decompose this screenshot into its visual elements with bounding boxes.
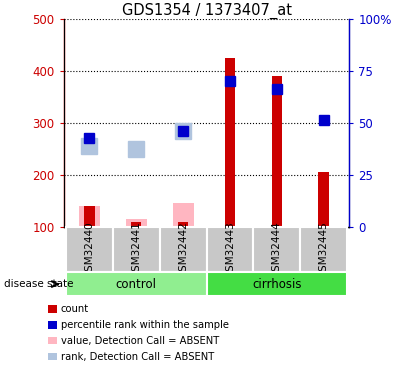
Text: count: count [61,304,89,314]
Bar [48,337,57,344]
Text: GSM32444: GSM32444 [272,221,282,278]
Bar [48,352,57,360]
Bar [48,305,57,313]
Bar [66,227,113,272]
Text: GSM32443: GSM32443 [225,221,235,278]
Bar [253,227,300,272]
Text: control: control [116,278,157,291]
Bar [160,227,206,272]
Title: GDS1354 / 1373407_at: GDS1354 / 1373407_at [122,3,291,19]
Bar [126,219,147,227]
Bar [84,206,95,227]
Text: value, Detection Call = ABSENT: value, Detection Call = ABSENT [61,336,219,346]
Text: disease state: disease state [4,279,74,289]
Bar [319,172,329,227]
Text: GSM32440: GSM32440 [84,221,95,278]
Bar [206,227,253,272]
Bar [225,58,235,227]
Bar [66,272,206,296]
Bar [79,206,100,227]
Text: cirrhosis: cirrhosis [252,278,302,291]
Text: rank, Detection Call = ABSENT: rank, Detection Call = ABSENT [61,352,214,362]
Bar [178,222,188,227]
Bar [131,222,141,227]
Bar [272,76,282,227]
Text: percentile rank within the sample: percentile rank within the sample [61,320,229,330]
Text: GSM32445: GSM32445 [319,221,329,278]
Bar [173,204,194,227]
Bar [300,227,347,272]
Text: GSM32442: GSM32442 [178,221,188,278]
Bar [113,227,160,272]
Bar [206,272,347,296]
Text: GSM32441: GSM32441 [131,221,141,278]
Bar [48,321,57,328]
